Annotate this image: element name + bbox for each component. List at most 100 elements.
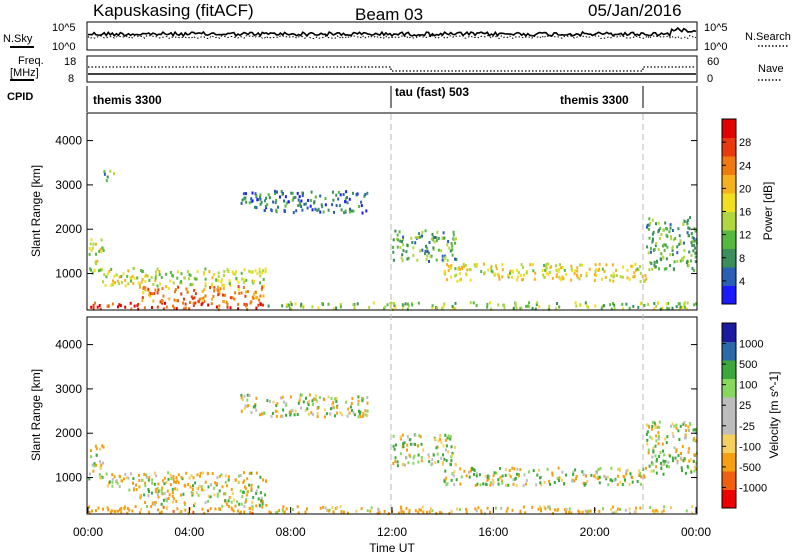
data-cell <box>679 259 682 263</box>
data-cell <box>424 249 427 253</box>
data-cell <box>628 277 631 281</box>
data-cell <box>653 263 656 267</box>
data-cell <box>180 476 183 479</box>
data-cell <box>352 303 355 307</box>
data-cell <box>692 459 695 463</box>
data-cell <box>522 484 525 488</box>
data-cell <box>469 278 472 282</box>
data-cell <box>191 283 194 287</box>
data-cell <box>636 267 639 271</box>
data-cell <box>572 472 575 476</box>
data-cell <box>458 272 461 276</box>
data-cell <box>445 459 448 463</box>
data-cell <box>195 491 198 495</box>
data-cell <box>551 473 554 477</box>
data-cell <box>89 472 91 476</box>
colorbar-swatch <box>722 137 736 157</box>
data-cell <box>353 306 356 310</box>
data-cell <box>584 301 587 305</box>
data-cell <box>537 468 540 472</box>
data-cell <box>280 190 283 193</box>
data-cell <box>172 281 175 285</box>
data-cell <box>554 508 556 512</box>
data-cell <box>212 294 215 298</box>
data-cell <box>176 507 179 511</box>
data-cell <box>299 203 302 207</box>
data-cell <box>235 270 238 274</box>
data-cell <box>366 396 369 399</box>
data-cell <box>284 195 287 199</box>
data-cell <box>665 441 668 445</box>
data-cell <box>671 248 674 252</box>
data-cell <box>141 296 144 300</box>
data-cell <box>259 202 262 206</box>
data-cell <box>682 422 685 426</box>
data-cell <box>309 199 312 202</box>
data-cell <box>495 267 498 271</box>
time-x-axis: 00:00 04:00 08:00 12:00 16:00 20:00 00:00 <box>73 507 711 539</box>
data-cell <box>452 474 455 478</box>
data-cell <box>276 409 279 413</box>
data-cell <box>151 481 154 485</box>
data-cell <box>94 444 97 448</box>
cpid-mode-2: tau (fast) 503 <box>395 85 469 99</box>
data-cell <box>534 271 537 275</box>
data-cell <box>161 479 164 483</box>
data-cell <box>507 483 510 487</box>
data-cell <box>112 279 114 283</box>
data-cell <box>335 193 338 197</box>
data-cell <box>549 266 551 270</box>
data-cell <box>99 447 102 451</box>
data-cell <box>576 273 578 277</box>
data-cell <box>578 510 581 514</box>
data-cell <box>421 234 423 238</box>
data-cell <box>262 278 265 281</box>
data-cell <box>689 423 692 426</box>
data-cell <box>213 273 215 277</box>
data-cell <box>317 306 320 310</box>
data-cell <box>672 267 675 271</box>
data-cell <box>675 450 678 453</box>
data-cell <box>244 487 247 491</box>
data-cell <box>363 194 366 198</box>
data-cell <box>154 288 157 292</box>
velocity-ylabel: Slant Range [km] <box>29 369 43 461</box>
data-cell <box>612 272 615 276</box>
data-cell <box>218 474 221 478</box>
data-cell <box>195 277 198 281</box>
data-cell <box>262 269 265 273</box>
data-cell <box>242 481 245 484</box>
data-cell <box>663 505 666 509</box>
data-cell <box>435 446 438 450</box>
data-cell <box>91 246 94 250</box>
data-cell <box>518 474 520 478</box>
data-cell <box>290 307 293 311</box>
data-cell <box>167 287 170 291</box>
data-cell <box>120 510 123 514</box>
data-cell <box>234 272 237 276</box>
data-cell <box>243 504 246 508</box>
data-cell <box>651 455 654 459</box>
data-cell <box>449 437 452 441</box>
data-cell <box>610 508 612 512</box>
colorbar-tick-label: 500 <box>739 359 757 371</box>
data-cell <box>571 479 574 483</box>
data-cell <box>311 208 314 212</box>
data-cell <box>652 230 655 234</box>
data-cell <box>626 276 629 280</box>
data-cell <box>672 459 675 463</box>
data-cell <box>673 446 676 450</box>
data-cell <box>232 272 235 276</box>
data-cell <box>187 483 190 486</box>
data-cell <box>392 444 395 448</box>
data-cell <box>646 438 649 442</box>
data-cell <box>399 246 402 250</box>
data-cell <box>173 480 175 484</box>
data-cell <box>255 306 258 310</box>
data-cell <box>263 209 266 212</box>
data-cell <box>421 248 424 252</box>
data-cell <box>454 462 457 466</box>
data-cell <box>115 479 118 483</box>
data-cell <box>475 474 478 478</box>
